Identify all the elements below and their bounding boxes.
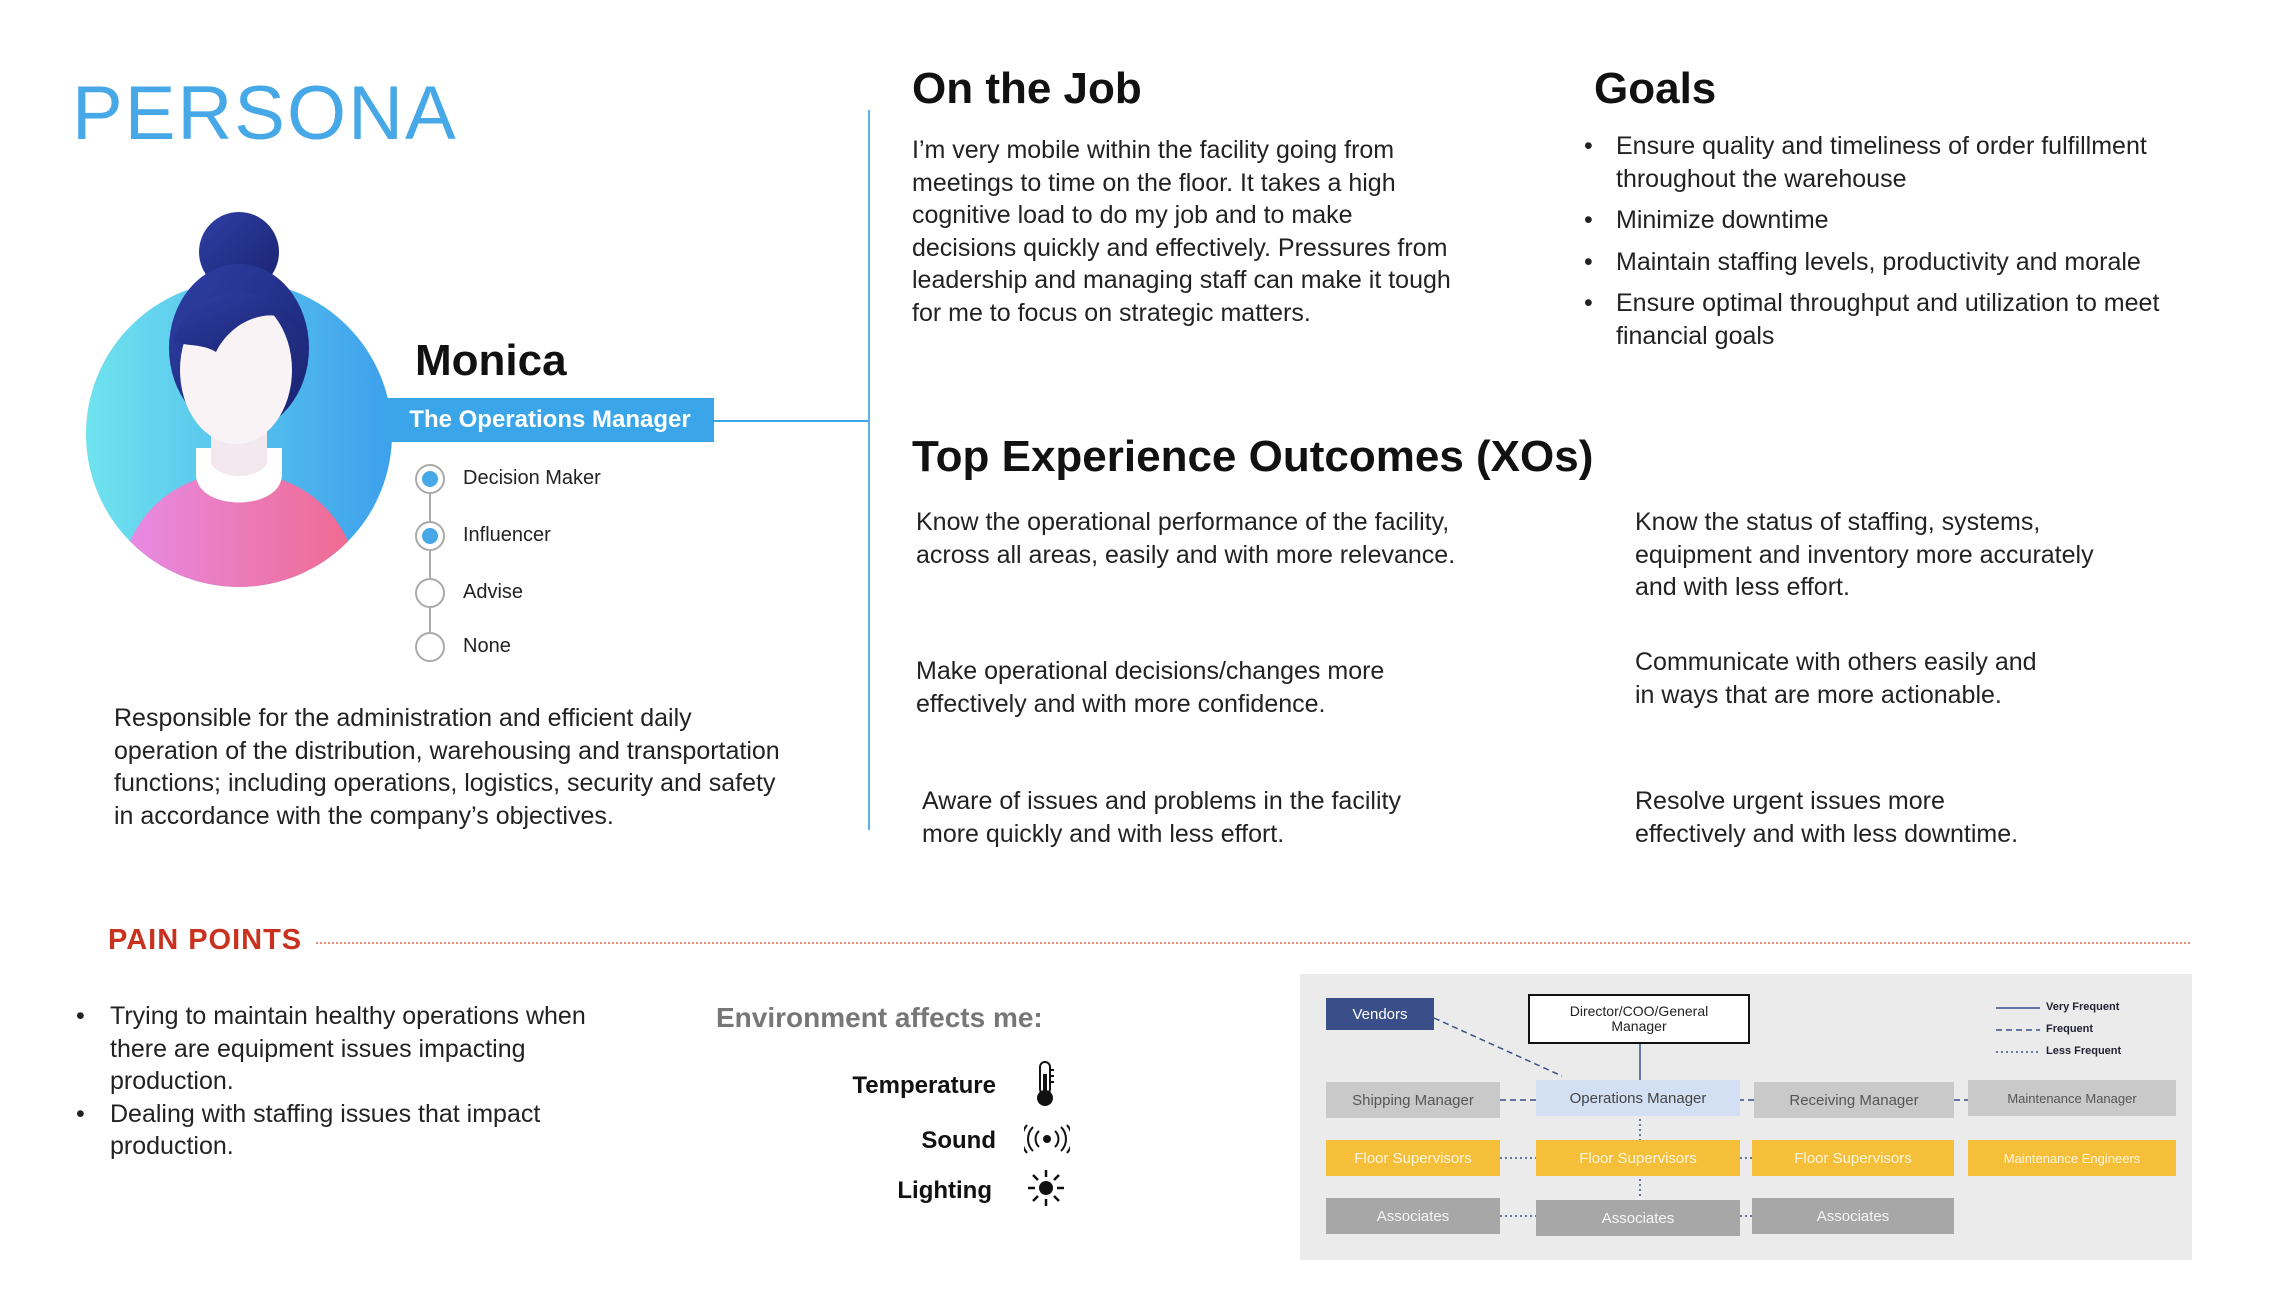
environment-label-lighting: Lighting — [897, 1177, 992, 1204]
goal-item: Maintain staffing levels, productivity a… — [1582, 246, 2242, 279]
xo-item: Know the status of staffing, systems, eq… — [1635, 508, 2094, 601]
org-box-receiving-manager: Receiving Manager — [1754, 1082, 1954, 1118]
goals-list: Ensure quality and timeliness of order f… — [1582, 130, 2242, 361]
org-box-associates: Associates — [1536, 1200, 1740, 1236]
pain-points-divider — [316, 942, 2190, 944]
legend-very-frequent: Very Frequent — [2046, 1001, 2120, 1013]
environment-label-temperature: Temperature — [852, 1072, 996, 1099]
influence-radio[interactable] — [415, 521, 445, 551]
pain-points-list: Trying to maintain healthy operations wh… — [72, 1000, 632, 1163]
section-divider — [868, 110, 870, 830]
org-box-maintenance-manager: Maintenance Manager — [1968, 1080, 2176, 1116]
influence-radio[interactable] — [415, 632, 445, 662]
xo-item: Make operational decisions/changes more … — [916, 657, 1385, 718]
org-box-floor-supervisors: Floor Supervisors — [1536, 1140, 1740, 1176]
page-title: PERSONA — [72, 71, 458, 156]
light-icon — [1028, 1170, 1064, 1206]
influence-label: None — [463, 635, 511, 657]
goal-item: Minimize downtime — [1582, 204, 2242, 237]
role-connector-line — [714, 420, 870, 422]
org-box-associates: Associates — [1326, 1198, 1500, 1234]
org-box-associates: Associates — [1752, 1198, 1954, 1234]
xo-item: Know the operational performance of the … — [916, 508, 1456, 569]
environment-label-sound: Sound — [921, 1127, 996, 1154]
org-box-maintenance-engineers: Maintenance Engineers — [1968, 1140, 2176, 1176]
pain-point-item: Dealing with staffing issues that impact… — [72, 1098, 632, 1163]
pain-point-item: Trying to maintain healthy operations wh… — [72, 1000, 632, 1098]
influence-connector — [429, 551, 431, 578]
influence-radio[interactable] — [415, 464, 445, 494]
legend-frequent: Frequent — [2046, 1023, 2094, 1035]
org-box-floor-supervisors: Floor Supervisors — [1326, 1140, 1500, 1176]
xo-item: Resolve urgent issues more effectively a… — [1635, 787, 2019, 848]
org-box-vendors: Vendors — [1326, 998, 1434, 1030]
on-the-job-text: I’m very mobile within the facility goin… — [912, 136, 1451, 327]
xo-item: Communicate with others easily and in wa… — [1635, 648, 2037, 709]
influence-label: Decision Maker — [463, 467, 601, 489]
xo-item: Aware of issues and problems in the faci… — [922, 787, 1401, 848]
thermometer-icon — [1037, 1061, 1054, 1106]
org-box-director: Director/COO/General Manager — [1528, 994, 1750, 1044]
influence-connector — [429, 608, 431, 632]
xos-heading: Top Experience Outcomes (XOs) — [912, 432, 1594, 481]
org-box-operations-manager: Operations Manager — [1536, 1080, 1740, 1116]
goal-item: Ensure optimal throughput and utilizatio… — [1582, 287, 2242, 352]
goal-item: Ensure quality and timeliness of order f… — [1582, 130, 2242, 195]
sound-icon — [1024, 1124, 1070, 1154]
org-box-floor-supervisors: Floor Supervisors — [1752, 1140, 1954, 1176]
persona-description: Responsible for the administration and e… — [114, 704, 780, 830]
influence-label: Influencer — [463, 524, 551, 546]
goals-heading: Goals — [1594, 64, 1717, 113]
environment-heading: Environment affects me: — [716, 1002, 1043, 1033]
org-box-shipping-manager: Shipping Manager — [1326, 1082, 1500, 1118]
influence-label: Advise — [463, 581, 524, 603]
persona-name: Monica — [415, 336, 567, 385]
persona-avatar — [86, 212, 392, 587]
persona-role-badge: The Operations Manager — [386, 398, 714, 442]
org-chart: Vendors Director/COO/General Manager Shi… — [1300, 974, 2192, 1260]
influence-radio[interactable] — [415, 578, 445, 608]
on-the-job-heading: On the Job — [912, 64, 1142, 113]
influence-connector — [429, 494, 431, 521]
pain-points-heading: PAIN POINTS — [108, 924, 303, 956]
legend-less-frequent: Less Frequent — [2046, 1045, 2122, 1057]
